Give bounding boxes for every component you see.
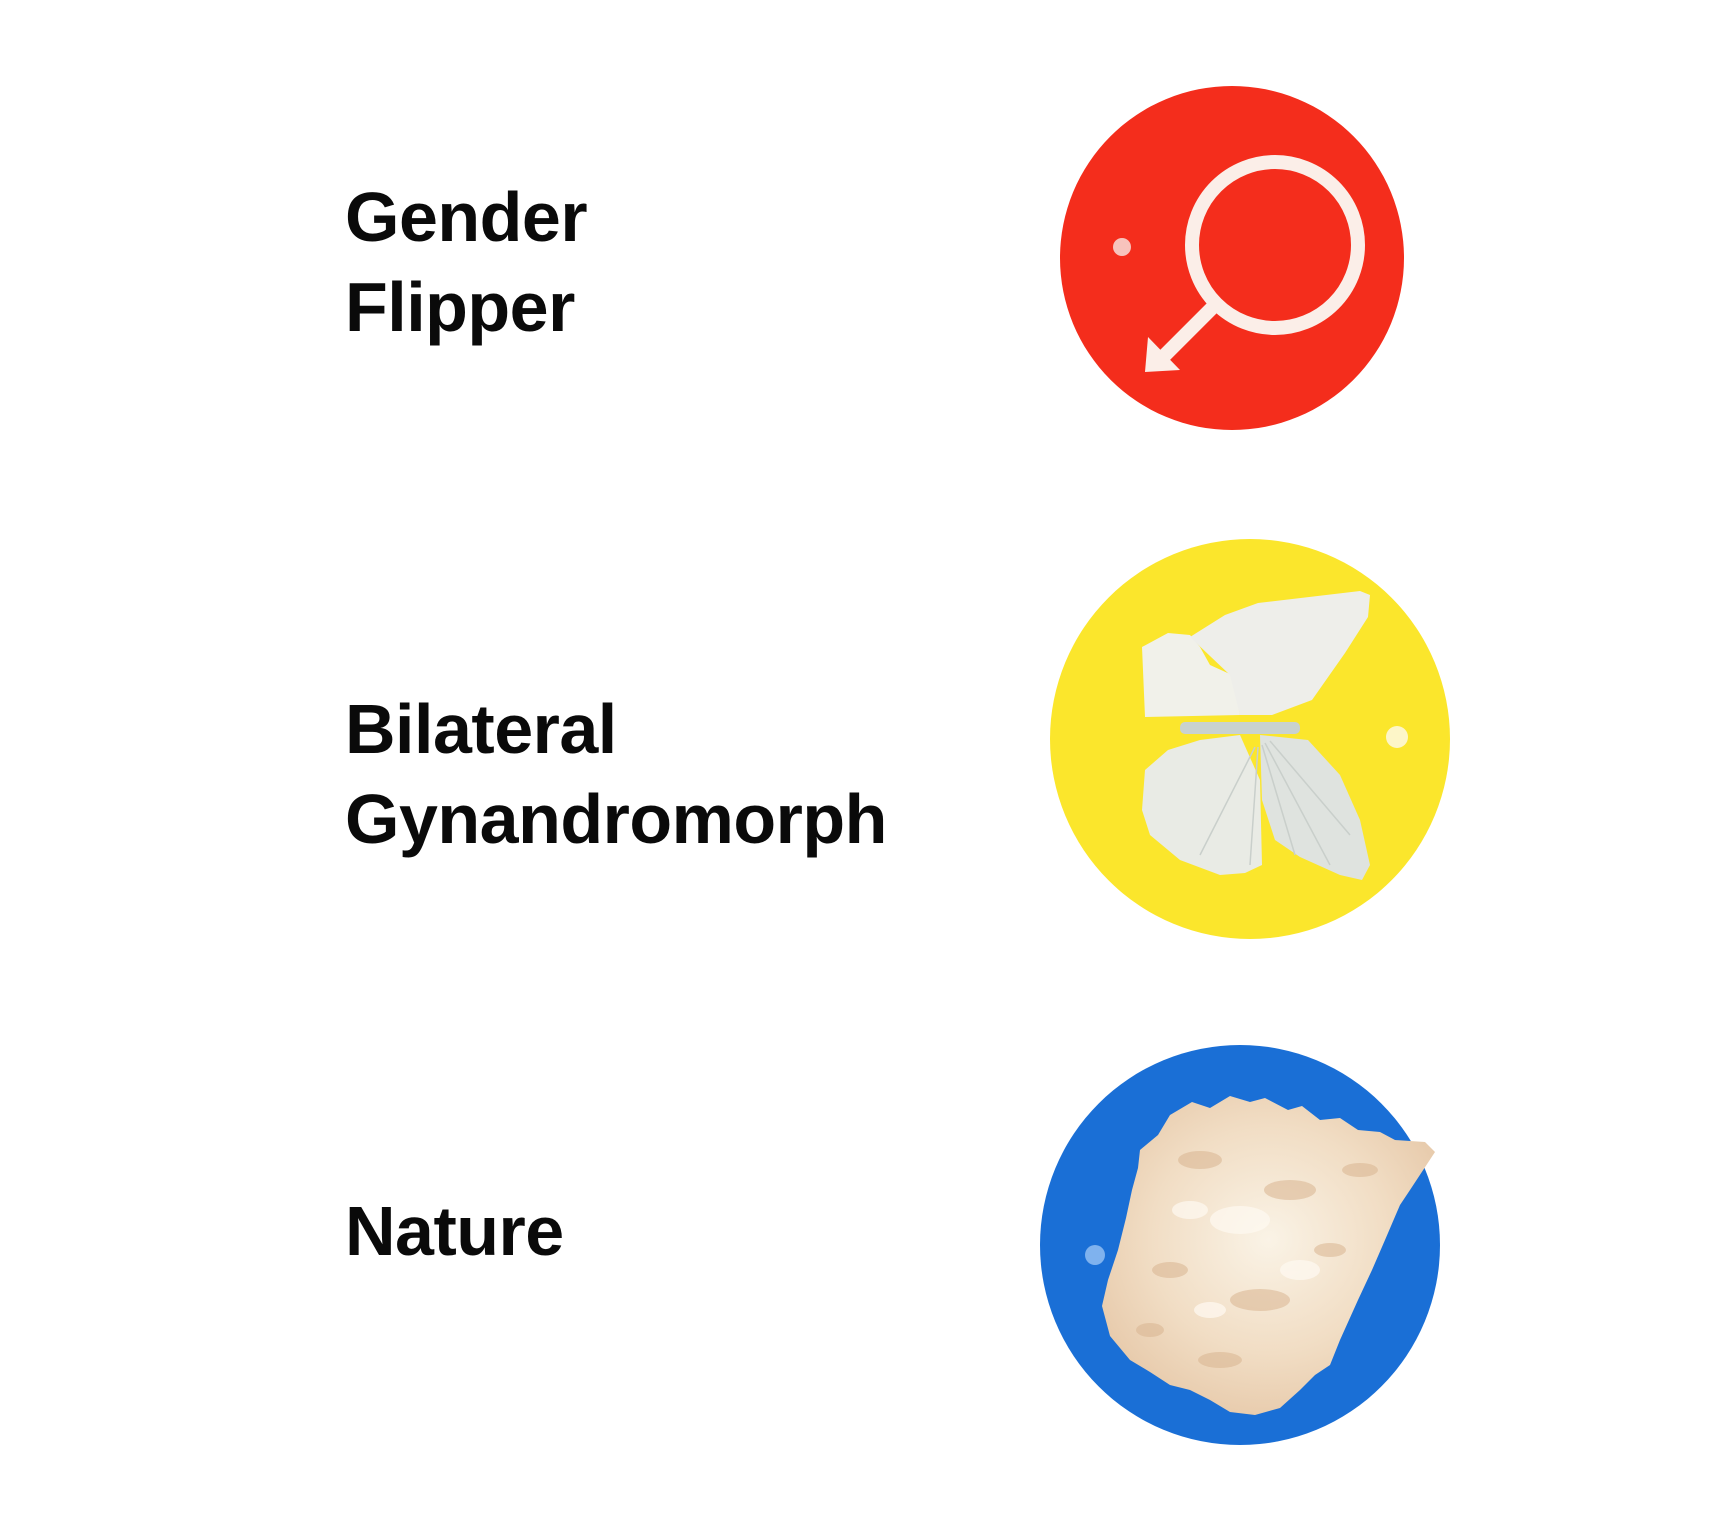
bilateral-gynandromorph-disc (1050, 535, 1470, 955)
label-line: Gender (345, 178, 588, 256)
bilateral-gynandromorph-label: Bilateral Gynandromorph (345, 684, 887, 864)
gender-flipper-label: Gender Flipper (345, 172, 588, 352)
label-line: Gynandromorph (345, 780, 887, 858)
butterfly-icon (1050, 539, 1450, 939)
nature-label: Nature (345, 1186, 564, 1276)
label-line: Bilateral (345, 690, 617, 768)
gender-symbol-icon (1060, 86, 1404, 430)
label-line: Nature (345, 1192, 564, 1270)
nature-disc (1040, 1040, 1460, 1460)
natural-material-icon (1040, 1045, 1440, 1445)
label-line: Flipper (345, 268, 575, 346)
gender-flipper-disc (1060, 82, 1420, 442)
